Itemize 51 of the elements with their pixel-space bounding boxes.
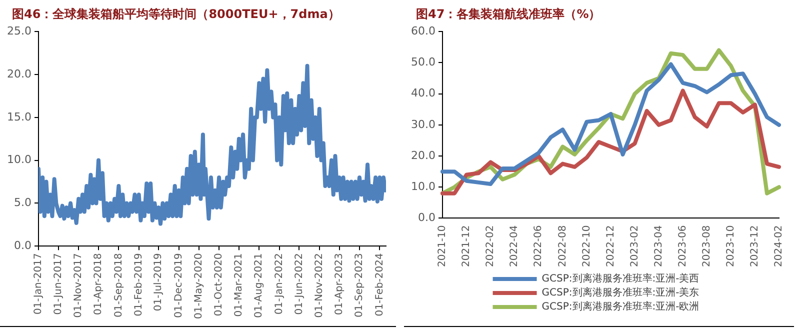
x-tick-label: 01-Apr-2018 [93, 253, 104, 315]
y-tick-label: 25.0 [6, 24, 32, 38]
y-tick-label: 60.0 [410, 24, 436, 38]
x-tick-label: 01-Jun-2017 [53, 253, 64, 315]
y-tick-label: 10.0 [6, 153, 32, 166]
x-tick-label: 2023-10 [726, 225, 737, 268]
y-tick-label: 10.0 [410, 180, 436, 193]
legend-label: GCSP:到离港服务准班率:亚洲-美东 [542, 286, 700, 299]
x-tick-label: 01-May-2020 [193, 253, 204, 319]
x-tick-label: 2022-06 [533, 225, 544, 268]
x-tick-label: 2023-06 [677, 225, 688, 268]
x-tick-label: 2022-10 [581, 225, 592, 268]
x-tick-label: 2021-12 [461, 225, 472, 268]
x-tick-label: 01-Feb-2019 [133, 253, 144, 316]
chart-title: 图47：各集装箱航线准班率（%） [415, 6, 602, 22]
x-tick-label: 01-Sep-2023 [354, 253, 366, 318]
y-tick-label: 20.0 [410, 148, 436, 162]
legend-label: GCSP:到离港服务准班率:亚洲-美西 [542, 272, 700, 285]
x-tick-label: 2022-02 [485, 225, 496, 268]
y-tick-label: 40.0 [410, 86, 436, 100]
x-tick-label: 2022-08 [557, 225, 568, 268]
x-tick-label: 2024-02 [774, 225, 785, 268]
y-tick-label: 30.0 [410, 118, 436, 131]
x-tick-label: 01-Aug-2021 [254, 253, 265, 318]
y-tick-label: 15.0 [6, 110, 32, 124]
x-tick-label: 01-Nov-2022 [314, 253, 325, 318]
x-tick-label: 01-Oct-2020 [214, 253, 225, 316]
legend-label: GCSP:到离港服务准班率:亚洲-欧洲 [542, 300, 700, 313]
chart-title: 图46：全球集装箱船平均等待时间（8000TEU+，7dma） [11, 6, 341, 22]
x-tick-label: 2023-12 [750, 225, 761, 268]
x-tick-label: 01-Sep-2018 [113, 253, 124, 318]
x-tick-label: 01-Jan-2017 [33, 253, 44, 314]
x-tick-label: 2022-04 [509, 225, 520, 268]
x-tick-label: 01-Jan-2022 [274, 253, 285, 314]
y-tick-label: 0.0 [418, 211, 436, 224]
x-tick-label: 2022-12 [605, 225, 616, 268]
x-tick-label: 01-Mar-2021 [234, 253, 245, 317]
x-tick-label: 01-Apr-2023 [334, 253, 345, 315]
x-tick-label: 01-Dec-2019 [173, 253, 184, 318]
x-tick-label: 2023-02 [629, 225, 640, 268]
y-tick-label: 20.0 [6, 67, 32, 80]
x-tick-label: 01-Feb-2024 [374, 253, 386, 316]
x-tick-label: 01-Nov-2017 [73, 253, 84, 318]
y-tick-label: 5.0 [14, 196, 32, 210]
y-tick-label: 50.0 [410, 56, 436, 69]
x-tick-label: 01-Jun-2022 [294, 253, 305, 315]
x-tick-label: 01-Jul-2019 [153, 253, 164, 312]
x-tick-label: 2021-10 [437, 225, 448, 268]
x-tick-label: 2023-08 [701, 225, 712, 268]
y-tick-label: 0.0 [14, 238, 32, 252]
x-tick-label: 2023-04 [653, 225, 664, 268]
